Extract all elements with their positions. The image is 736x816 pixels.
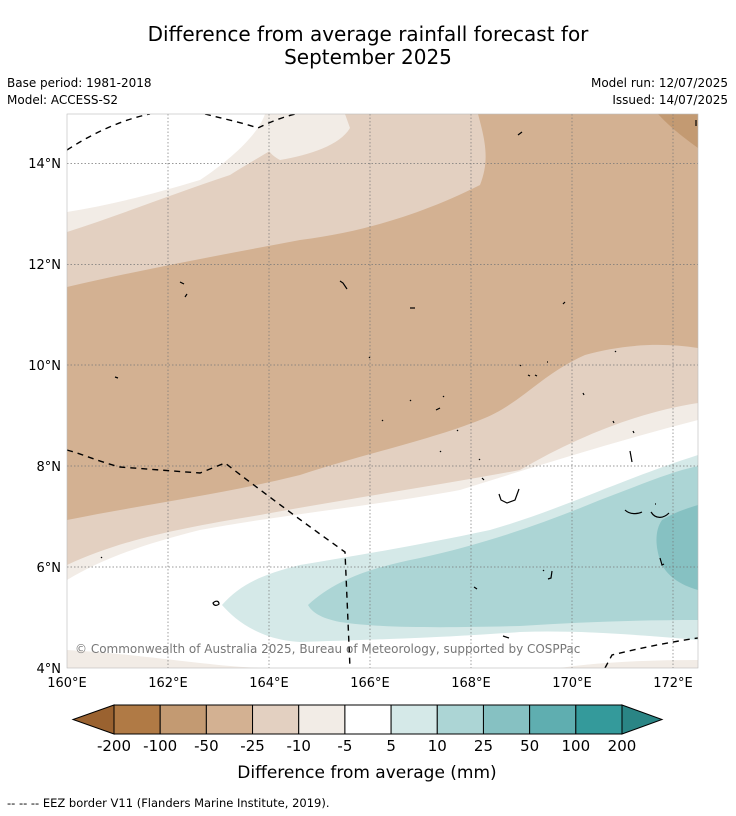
colorbar-tick-label: -100 <box>143 737 177 755</box>
latitude-axis: 14°N 12°N 10°N 8°N 6°N 4°N <box>28 157 61 677</box>
colorbar-swatch <box>113 704 161 735</box>
colorbar-tick-label: -25 <box>240 737 265 755</box>
colorbar-swatch <box>159 704 207 735</box>
colorbar-tick-label: 10 <box>428 737 447 755</box>
colorbar-tick-label: 200 <box>608 737 637 755</box>
colorbar-swatch <box>344 704 392 735</box>
lon-label-162e: 162°E <box>148 676 188 691</box>
lon-label-164e: 164°E <box>249 676 289 691</box>
lat-label-4n: 4°N <box>37 662 62 677</box>
colorbar-tick-label: -5 <box>337 737 352 755</box>
colorbar-tick-label: 100 <box>561 737 590 755</box>
colorbar-swatch <box>252 704 300 735</box>
lon-label-166e: 166°E <box>350 676 390 691</box>
eez-legend-note: -- -- -- EEZ border V11 (Flanders Marine… <box>7 796 330 810</box>
colorbar-tick-label: -200 <box>97 737 131 755</box>
lat-label-10n: 10°N <box>28 359 61 374</box>
colorbar-title: Difference from average (mm) <box>237 763 496 783</box>
colorbar-swatch <box>575 704 623 735</box>
colorbar-tick-label: 50 <box>520 737 539 755</box>
colorbar-swatch <box>298 704 346 735</box>
colorbar-swatch <box>390 704 438 735</box>
base-period: Base period: 1981-2018 <box>7 76 152 90</box>
model-name: Model: ACCESS-S2 <box>7 93 119 107</box>
lon-label-170e: 170°E <box>552 676 592 691</box>
longitude-axis: 160°E 162°E 164°E 166°E 168°E 170°E 172°… <box>47 676 693 691</box>
map-contours <box>67 114 698 668</box>
colorbar-swatch <box>436 704 484 735</box>
lat-label-6n: 6°N <box>37 561 62 576</box>
copyright-note: © Commonwealth of Australia 2025, Bureau… <box>75 642 580 656</box>
colorbar-swatch <box>205 704 254 735</box>
lon-label-168e: 168°E <box>451 676 491 691</box>
colorbar-ticks: -200 -100 -50 -25 -10 -5 5 10 25 50 100 200 <box>97 737 636 755</box>
lat-label-14n: 14°N <box>28 157 61 172</box>
lat-label-12n: 12°N <box>28 258 61 273</box>
colorbar-extend-high <box>621 704 664 735</box>
issued-date: Issued: 14/07/2025 <box>612 93 728 107</box>
lon-label-160e: 160°E <box>47 676 87 691</box>
map-title-line2: September 2025 <box>284 45 452 69</box>
colorbar-tick-label: 5 <box>386 737 396 755</box>
colorbar-swatch <box>529 704 577 735</box>
lat-label-8n: 8°N <box>37 460 62 475</box>
map-title-line1: Difference from average rainfall forecas… <box>147 22 589 46</box>
lon-label-172e: 172°E <box>653 676 693 691</box>
colorbar-tick-label: 25 <box>474 737 493 755</box>
model-run-date: Model run: 12/07/2025 <box>590 76 728 90</box>
colorbar-tick-label: -10 <box>286 737 311 755</box>
colorbar-swatch <box>482 704 531 735</box>
colorbar <box>71 704 664 735</box>
colorbar-extend-low <box>71 704 115 735</box>
colorbar-tick-label: -50 <box>194 737 219 755</box>
